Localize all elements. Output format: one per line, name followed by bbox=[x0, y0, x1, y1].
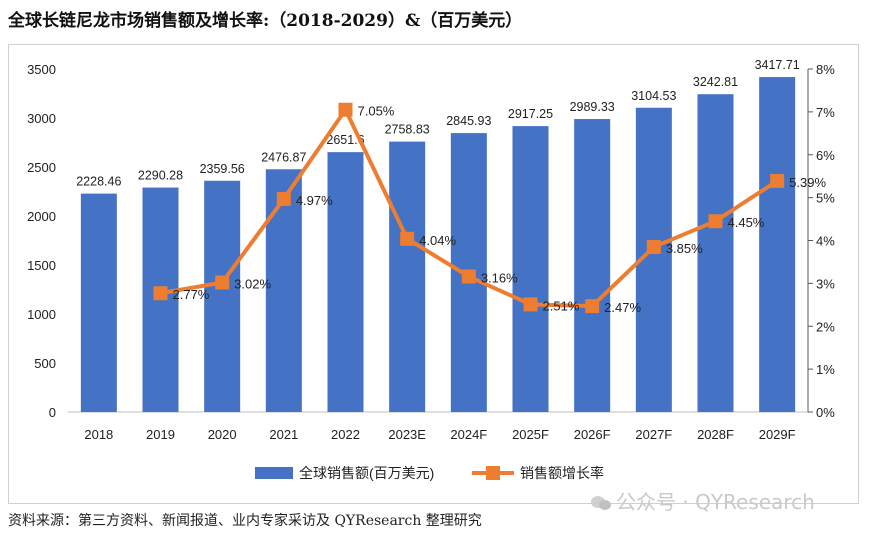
growth-marker-2020 bbox=[215, 275, 230, 290]
bar-2021 bbox=[265, 169, 302, 412]
bar-2029F bbox=[759, 77, 796, 412]
y-right-tick-label: 6% bbox=[816, 148, 835, 163]
bar-2026F bbox=[574, 119, 611, 413]
growth-value-label: 4.04% bbox=[419, 233, 456, 248]
x-tick-label: 2022 bbox=[331, 427, 360, 442]
x-tick-label: 2018 bbox=[84, 427, 113, 442]
y-right-tick-label: 0% bbox=[816, 405, 835, 420]
growth-marker-2028F bbox=[708, 214, 723, 229]
growth-value-label: 3.02% bbox=[234, 277, 271, 292]
growth-marker-2023E bbox=[400, 231, 415, 246]
bar-value-label: 2989.33 bbox=[570, 100, 615, 114]
y-left-tick-label: 2500 bbox=[27, 160, 56, 175]
y-right-tick-label: 7% bbox=[816, 105, 835, 120]
chart-frame bbox=[8, 44, 859, 504]
bar-2025F bbox=[512, 126, 549, 412]
bar-value-label: 3104.53 bbox=[631, 89, 676, 103]
legend-bar-swatch bbox=[255, 467, 293, 479]
growth-value-label: 3.16% bbox=[481, 271, 518, 286]
y-right-tick-label: 3% bbox=[816, 276, 835, 291]
growth-value-label: 5.39% bbox=[789, 175, 826, 190]
bar-value-label: 2917.25 bbox=[508, 107, 553, 121]
bar-value-label: 2476.87 bbox=[261, 150, 306, 164]
chart-title: 全球长链尼龙市场销售额及增长率:（2018-2029）&（百万美元） bbox=[8, 11, 523, 31]
legend-line-label: 销售额增长率 bbox=[520, 465, 604, 481]
growth-marker-2029F bbox=[770, 173, 785, 188]
x-tick-label: 2023E bbox=[388, 427, 426, 442]
bar-value-label: 3417.71 bbox=[755, 58, 800, 72]
bar-value-label: 2228.46 bbox=[76, 175, 121, 189]
x-tick-label: 2026F bbox=[574, 427, 611, 442]
growth-marker-2024F bbox=[461, 269, 476, 284]
wechat-icon bbox=[590, 492, 612, 510]
x-tick-label: 2020 bbox=[208, 427, 237, 442]
x-tick-label: 2019 bbox=[146, 427, 175, 442]
y-left-tick-label: 2000 bbox=[27, 209, 56, 224]
growth-marker-2022 bbox=[338, 102, 353, 117]
x-tick-label: 2021 bbox=[269, 427, 298, 442]
growth-value-label: 2.51% bbox=[543, 298, 580, 313]
bar-2020 bbox=[204, 180, 241, 412]
bar-2018 bbox=[80, 193, 117, 412]
y-right-tick-label: 1% bbox=[816, 362, 835, 377]
bar-value-label: 2845.93 bbox=[446, 114, 491, 128]
y-left-tick-label: 500 bbox=[34, 356, 56, 371]
growth-value-label: 7.05% bbox=[358, 104, 395, 119]
growth-marker-2025F bbox=[523, 297, 538, 312]
bar-2022 bbox=[327, 152, 364, 413]
legend-line-marker bbox=[486, 466, 500, 480]
bar-value-label: 2359.56 bbox=[200, 162, 245, 176]
y-left-tick-label: 1500 bbox=[27, 258, 56, 273]
growth-value-label: 4.97% bbox=[296, 193, 333, 208]
growth-marker-2019 bbox=[153, 286, 168, 301]
x-tick-label: 2025F bbox=[512, 427, 549, 442]
y-left-tick-label: 1000 bbox=[27, 307, 56, 322]
x-tick-label: 2029F bbox=[759, 427, 796, 442]
x-tick-label: 2028F bbox=[697, 427, 734, 442]
growth-value-label: 2.47% bbox=[604, 300, 641, 315]
bar-2028F bbox=[697, 94, 734, 412]
watermark: 公众号 · QYResearch bbox=[590, 486, 815, 515]
bar-value-label: 2758.83 bbox=[385, 123, 430, 137]
y-left-tick-label: 3500 bbox=[27, 62, 56, 77]
y-left-tick-label: 3000 bbox=[27, 111, 56, 126]
source-note: 资料来源：第三方资料、新闻报道、业内专家采访及 QYResearch 整理研究 bbox=[8, 513, 482, 529]
y-left-tick-label: 0 bbox=[49, 405, 56, 420]
growth-marker-2026F bbox=[585, 299, 600, 314]
growth-marker-2027F bbox=[646, 239, 661, 254]
y-right-tick-label: 5% bbox=[816, 191, 835, 206]
x-tick-label: 2027F bbox=[635, 427, 672, 442]
y-right-tick-label: 2% bbox=[816, 319, 835, 334]
growth-value-label: 4.45% bbox=[728, 215, 765, 230]
bar-value-label: 2651.6 bbox=[326, 133, 364, 147]
growth-value-label: 2.77% bbox=[173, 287, 210, 302]
bar-value-label: 2290.28 bbox=[138, 169, 183, 183]
growth-marker-2021 bbox=[276, 191, 291, 206]
bar-2023E bbox=[389, 141, 426, 413]
legend-bar-label: 全球销售额(百万美元) bbox=[299, 465, 434, 481]
y-right-tick-label: 8% bbox=[816, 62, 835, 77]
bar-value-label: 3242.81 bbox=[693, 75, 738, 89]
x-tick-label: 2024F bbox=[450, 427, 487, 442]
watermark-text: 公众号 · QYResearch bbox=[616, 490, 815, 514]
growth-value-label: 3.85% bbox=[666, 241, 703, 256]
y-right-tick-label: 4% bbox=[816, 234, 835, 249]
